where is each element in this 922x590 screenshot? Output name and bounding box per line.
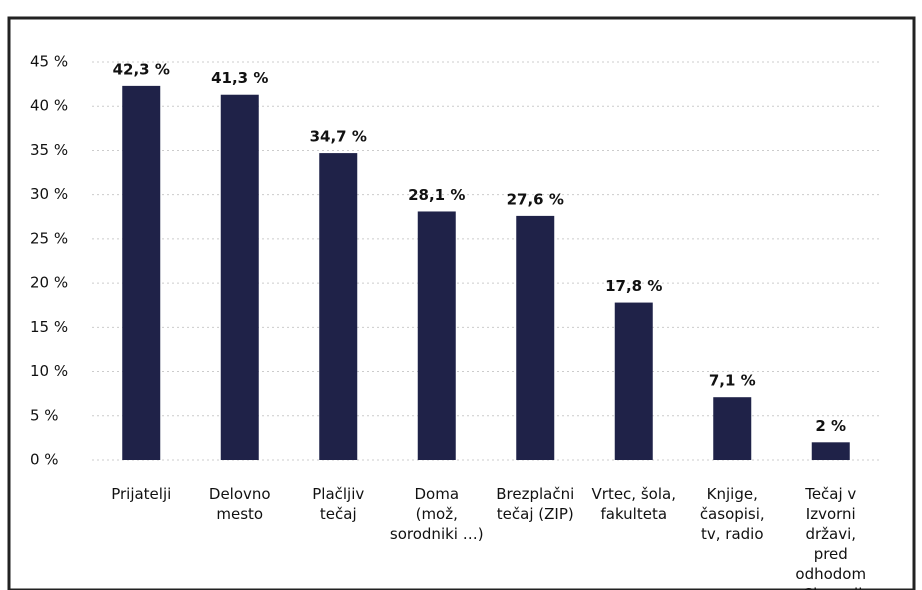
value-label: 2 % bbox=[815, 417, 846, 435]
y-tick-label: 15 % bbox=[30, 318, 68, 336]
value-label: 41,3 % bbox=[211, 69, 268, 87]
y-tick-label: 10 % bbox=[30, 362, 68, 380]
x-tick-label: Delovno mesto bbox=[208, 485, 271, 523]
bar bbox=[811, 442, 850, 460]
x-tick-label: Knjige, časopisi, tv, radio bbox=[699, 485, 765, 543]
value-label: 7,1 % bbox=[709, 372, 756, 390]
bar bbox=[713, 397, 752, 460]
x-tick-label: Doma (mož, sorodniki …) bbox=[389, 485, 484, 543]
y-tick-label: 35 % bbox=[30, 141, 68, 159]
y-tick-label: 45 % bbox=[30, 53, 68, 71]
x-tick-label: Prijatelji bbox=[111, 485, 172, 503]
y-tick-label: 5 % bbox=[30, 406, 59, 424]
value-label: 34,7 % bbox=[310, 128, 367, 146]
x-tick-label: Tečaj v Izvorni državi, pred odhodom v S… bbox=[790, 485, 872, 590]
x-tick-label: Plačljiv tečaj bbox=[312, 485, 365, 523]
bar bbox=[516, 215, 555, 460]
y-tick-label: 0 % bbox=[30, 451, 59, 469]
bar bbox=[417, 211, 456, 460]
value-label: 17,8 % bbox=[605, 277, 662, 295]
bar bbox=[614, 302, 653, 460]
bar bbox=[220, 94, 259, 461]
y-tick-label: 40 % bbox=[30, 97, 68, 115]
y-tick-label: 30 % bbox=[30, 185, 68, 203]
x-tick-label: Vrtec, šola, fakulteta bbox=[591, 485, 676, 523]
bar bbox=[319, 153, 358, 460]
y-tick-label: 20 % bbox=[30, 274, 68, 292]
bar bbox=[122, 85, 161, 460]
value-label: 42,3 % bbox=[113, 60, 170, 78]
value-label: 28,1 % bbox=[408, 186, 465, 204]
frame bbox=[7, 16, 916, 590]
x-tick-label: Brezplačni tečaj (ZIP) bbox=[496, 485, 575, 523]
value-label: 27,6 % bbox=[507, 190, 564, 208]
y-tick-label: 25 % bbox=[30, 229, 68, 247]
